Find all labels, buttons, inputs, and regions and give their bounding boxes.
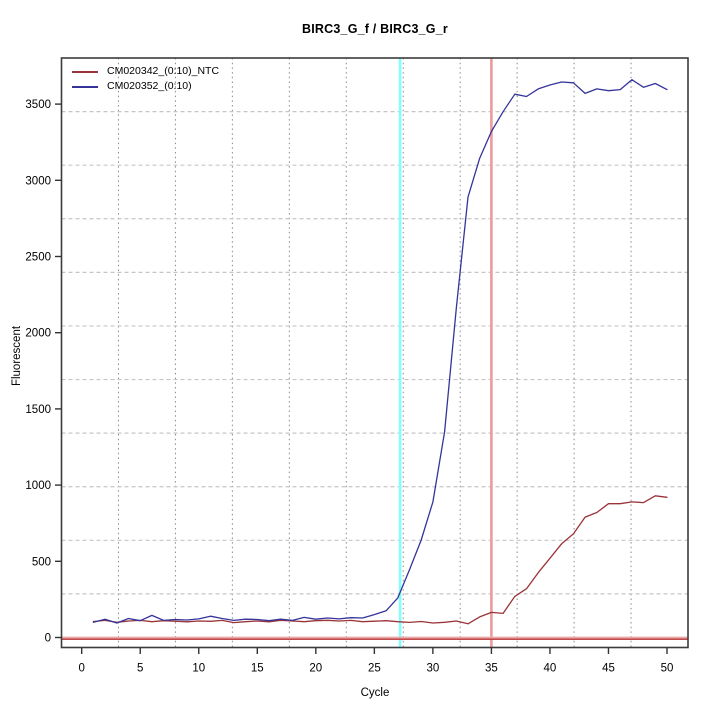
y-axis-title: Fluorescent <box>11 325 23 387</box>
plot-box <box>60 57 689 649</box>
legend-line-swatch-sample <box>72 85 98 88</box>
x-tick-label: 45 <box>602 663 615 675</box>
x-tick-label: 25 <box>368 663 381 675</box>
series-line-1 <box>92 79 668 624</box>
x-tick-label: 5 <box>137 663 143 675</box>
x-axis-title: Cycle <box>360 687 390 699</box>
y-tick-label: 1500 <box>25 404 51 416</box>
x-tick-label: 30 <box>426 663 439 675</box>
legend-label-sample: CM020352_(0:10) <box>107 80 192 92</box>
x-tick-label: 10 <box>192 663 205 675</box>
x-tick-label: 35 <box>485 663 498 675</box>
y-tick-label: 0 <box>45 633 51 645</box>
legend-item-sample: CM020352_(0:10) <box>72 79 219 94</box>
series-line-0 <box>92 495 668 625</box>
chart-title: BIRC3_G_f / BIRC3_G_r <box>302 22 448 36</box>
y-tick-label: 2000 <box>25 328 51 340</box>
x-tick-label: 15 <box>251 663 264 675</box>
y-tick-label: 1000 <box>25 480 51 492</box>
y-tick-label: 3000 <box>25 175 51 187</box>
y-tick-label: 3500 <box>25 99 51 111</box>
y-tick-label: 500 <box>32 556 51 568</box>
x-tick-label: 50 <box>661 663 674 675</box>
legend-line-swatch-ntc <box>72 70 98 73</box>
legend-item-ntc: CM020342_(0:10)_NTC <box>72 64 219 79</box>
x-tick-label: 40 <box>544 663 557 675</box>
y-tick-label: 2500 <box>25 252 51 264</box>
legend-label-ntc: CM020342_(0:10)_NTC <box>107 65 220 77</box>
x-tick-label: 0 <box>78 663 84 675</box>
x-tick-label: 20 <box>309 663 322 675</box>
legend: CM020342_(0:10)_NTC CM020352_(0:10) <box>72 64 219 94</box>
